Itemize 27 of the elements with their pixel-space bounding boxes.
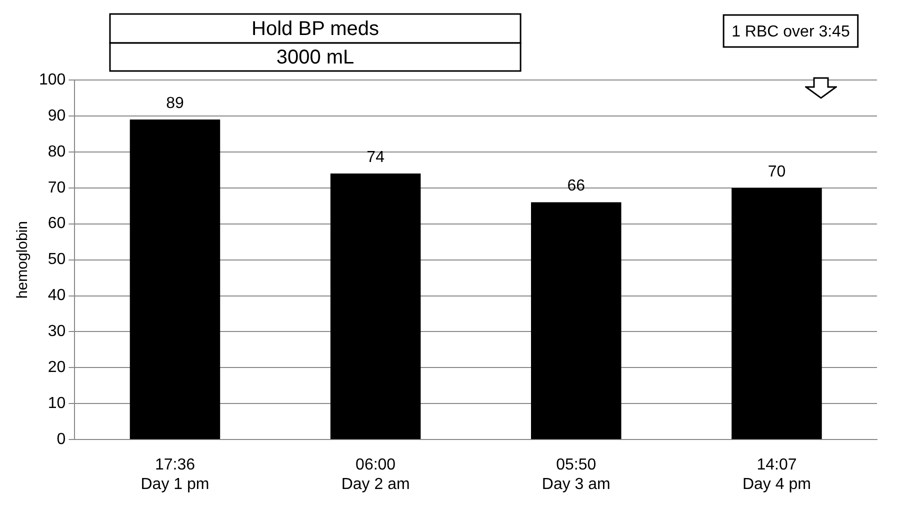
bar — [130, 120, 220, 440]
text: 3000 mL — [276, 46, 354, 69]
y-tick-label: 0 — [56, 431, 66, 448]
bar — [330, 173, 421, 440]
x-tick-label: 14:07 Day 4 pm — [742, 456, 811, 493]
y-tick-label: 30 — [48, 323, 66, 340]
y-tick-label: 90 — [48, 107, 66, 124]
x-tick-label: 05:50 Day 3 am — [542, 456, 610, 493]
y-tick-label: 60 — [48, 215, 66, 232]
data-label: 74 — [366, 148, 385, 166]
y-tick-label: 80 — [48, 143, 66, 160]
data-label: 89 — [166, 94, 184, 112]
y-axis-title: hemoglobin — [14, 221, 32, 299]
y-tick-label: 10 — [48, 395, 66, 412]
data-label: 66 — [567, 178, 586, 195]
y-tick-label: 20 — [48, 359, 66, 376]
data-label: 70 — [768, 163, 786, 180]
text: Hold BP meds — [252, 18, 380, 40]
text: 1 RBC over 3:45 — [732, 23, 850, 40]
y-tick-label: 100 — [38, 71, 66, 88]
bar — [732, 188, 822, 440]
bar — [531, 202, 622, 440]
y-tick-label: 70 — [48, 179, 66, 196]
x-tick-label: 17:36 Day 1 pm — [140, 456, 210, 493]
x-tick-label: 06:00 Day 2 am — [341, 456, 410, 493]
y-tick-label: 40 — [48, 287, 66, 304]
y-tick-label: 50 — [48, 251, 66, 268]
